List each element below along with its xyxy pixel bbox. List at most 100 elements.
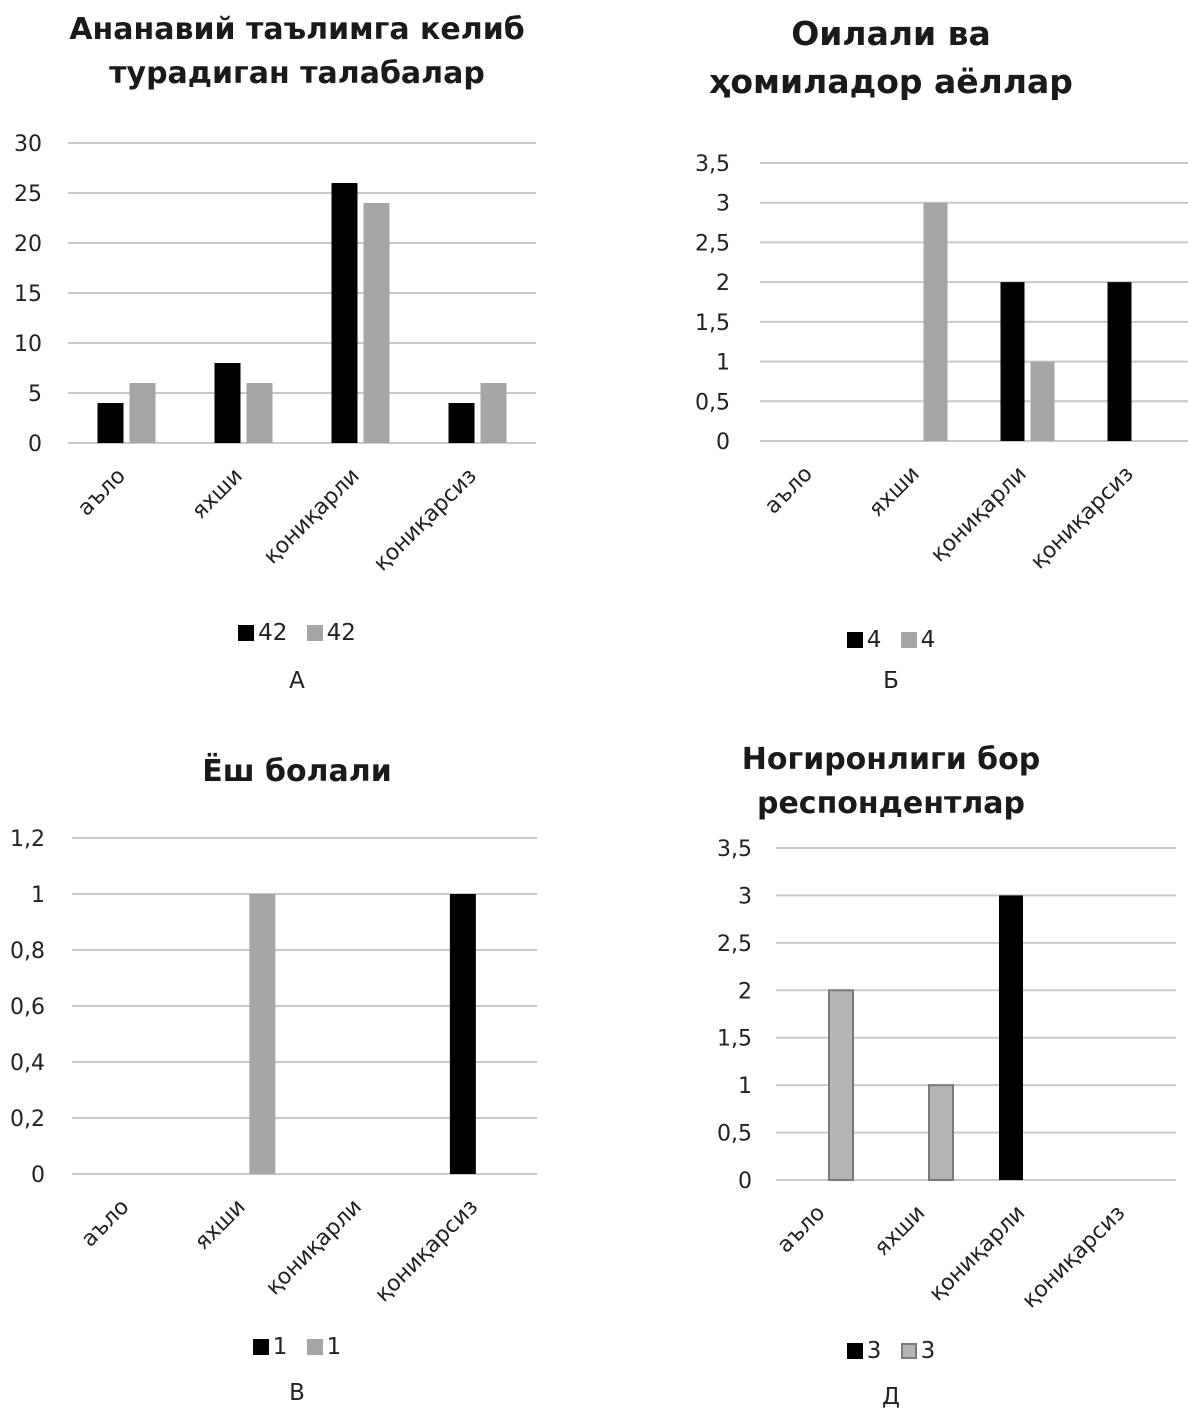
chart-title-line: Ананавий таълимга келиб <box>69 12 525 47</box>
y-tick-label: 25 <box>14 182 42 207</box>
y-tick-label: 15 <box>14 282 42 307</box>
chart-title: Ногиронлиги бор респондентлар <box>594 738 1188 826</box>
bar <box>999 895 1023 1180</box>
legend-label: 42 <box>326 620 356 646</box>
x-tick-label: қониқарсиз <box>1026 462 1139 575</box>
legend-swatch <box>306 625 323 641</box>
y-tick-label: 2,5 <box>717 932 752 957</box>
chart-plot-area: 0 0,2 0,4 0,6 0,8 1 1,2 аъло яхши қониқарли қониқа… <box>10 827 537 1308</box>
legend-swatch <box>900 632 917 648</box>
legend-label: 3 <box>866 1338 882 1364</box>
legend-item: 3 <box>846 1338 882 1364</box>
legend-swatch <box>252 1339 269 1355</box>
bar <box>1000 282 1025 441</box>
y-tick-label: 3,5 <box>717 837 752 862</box>
legend-item: 42 <box>306 620 356 646</box>
x-tick-label: қониқарли <box>925 1201 1031 1307</box>
bar <box>828 989 854 1181</box>
x-tick-label: аъло <box>773 1201 831 1259</box>
y-tick-label: 2 <box>716 271 730 296</box>
chart-title-line: респондентлар <box>756 786 1026 821</box>
y-tick-label: 3 <box>716 192 730 217</box>
chart-legend: 1 1 <box>0 1334 594 1360</box>
x-tick-label: қониқарли <box>259 464 365 570</box>
legend-swatch <box>306 1339 323 1355</box>
y-tick-label: 0,5 <box>717 1122 752 1147</box>
y-tick-label: 10 <box>14 332 42 357</box>
legend-item: 42 <box>238 620 287 646</box>
y-tick-label: 2,5 <box>695 231 730 256</box>
y-tick-label: 5 <box>28 382 42 407</box>
x-tick-label: қониқарсиз <box>1018 1201 1131 1314</box>
bar <box>249 894 276 1174</box>
chart-panel-d: Ногиронлиги бор респондентлар 0 0,5 1 1,5 2 2… <box>594 708 1188 1416</box>
chart-title-line: Ногиронлиги бор <box>741 742 1041 777</box>
bar <box>246 383 273 443</box>
legend-label: 1 <box>326 1334 342 1360</box>
y-tick-label: 0,2 <box>10 1107 45 1132</box>
chart-plot-area: 0 0,5 1 1,5 2 2,5 3 3,5 аъло яхшиқониқарлиқониқар… <box>717 837 1176 1314</box>
y-tick-label: 0,4 <box>10 1051 45 1076</box>
bar <box>1107 282 1132 441</box>
legend-item: 3 <box>900 1338 935 1364</box>
x-tick-label: аъло <box>73 464 131 522</box>
chart-legend: 3 3 <box>594 1338 1188 1364</box>
bar <box>480 383 507 443</box>
legend-label: 4 <box>920 627 936 653</box>
x-tick-label: қониқарли <box>261 1195 367 1301</box>
bar <box>1030 361 1055 441</box>
chart-title-line: турадиган талабалар <box>109 56 485 91</box>
y-tick-label: 3,5 <box>695 152 730 177</box>
bar <box>448 403 475 443</box>
x-tick-label: яхши <box>190 1195 251 1256</box>
legend-item: 1 <box>252 1334 288 1360</box>
legend-swatch <box>238 625 255 641</box>
legend-swatch <box>846 1343 863 1359</box>
y-tick-label: 0,6 <box>10 995 45 1020</box>
y-tick-label: 0 <box>31 1163 45 1188</box>
y-tick-label: 1 <box>738 1074 752 1099</box>
legend-item: 4 <box>846 627 882 653</box>
legend-label: 1 <box>272 1334 288 1360</box>
chart-title-line: Ёш болали <box>202 754 392 789</box>
y-tick-label: 0 <box>738 1169 752 1194</box>
chart-title: Ёш болали <box>0 750 594 794</box>
chart-panel-b: Оилали ва ҳомиладор аёллар 0 0,5 1 1,5 2 2,5 3… <box>594 0 1188 708</box>
bar <box>449 894 476 1174</box>
y-tick-label: 20 <box>14 232 42 257</box>
y-tick-label: 3 <box>738 884 752 909</box>
panel-label: Д <box>882 1384 900 1410</box>
legend-label: 42 <box>258 620 288 646</box>
y-tick-label: 0 <box>716 430 730 455</box>
bar <box>214 363 241 443</box>
chart-legend: 4 4 <box>594 627 1188 653</box>
chart-legend: 42 42 <box>0 620 594 646</box>
x-tick-label: аъло <box>760 462 818 520</box>
panel-label: А <box>289 668 305 694</box>
bar <box>331 183 358 443</box>
x-tick-label: қониқарсиз <box>370 1195 483 1308</box>
chart-panel-c: Ёш болали 0 0,2 0,4 0,6 0,8 1 1,2 аъло яхши қониқ… <box>0 708 594 1416</box>
panel-label: В <box>289 1380 305 1406</box>
legend-swatch <box>846 632 863 648</box>
y-tick-label: 1,2 <box>10 827 45 852</box>
y-tick-label: 1 <box>31 883 45 908</box>
chart-panel-a: Ананавий таълимга келиб турадиган талаба… <box>0 0 594 708</box>
chart-title: Оилали ва ҳомиладор аёллар <box>594 10 1188 106</box>
x-tick-label: яхши <box>187 464 248 525</box>
legend-item: 4 <box>900 627 936 653</box>
y-tick-label: 1 <box>716 351 730 376</box>
x-tick-label: яхши <box>870 1201 931 1262</box>
x-tick-label: яхши <box>864 462 925 523</box>
chart-plot-area: 0 5 10 15 20 25 30 аъло яхши қониқарли қониқарсиз <box>14 132 536 576</box>
panel-label: Б <box>883 668 899 694</box>
y-tick-label: 2 <box>738 979 752 1004</box>
chart-title: Ананавий таълимга келиб турадиган талаба… <box>0 8 594 96</box>
y-tick-label: 0 <box>28 432 42 457</box>
bar <box>928 1084 954 1181</box>
legend-label: 4 <box>866 627 882 653</box>
y-tick-label: 0,5 <box>695 390 730 415</box>
x-tick-label: аъло <box>77 1195 135 1253</box>
legend-item: 1 <box>306 1334 342 1360</box>
